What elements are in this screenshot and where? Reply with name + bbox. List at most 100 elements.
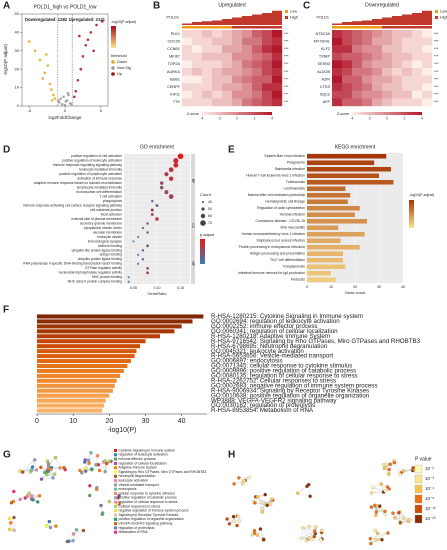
node (308, 494, 312, 498)
node (83, 460, 87, 464)
heat-cell (382, 83, 393, 91)
bar (37, 383, 115, 388)
point (60, 102, 64, 106)
x-tick-label: 10 (329, 285, 333, 289)
node (379, 508, 383, 512)
category-label: Yersinia infection (279, 213, 305, 217)
category-label: Toxoplasmosis (283, 265, 306, 269)
node (258, 527, 263, 531)
heat-cell (392, 98, 403, 107)
heat-cell (352, 60, 363, 69)
heat-cell (272, 83, 283, 91)
node (37, 494, 42, 498)
node (387, 467, 391, 472)
x-tick-label: 30 (377, 285, 381, 289)
node (95, 454, 100, 458)
panel-letter: C (303, 1, 310, 12)
node (23, 496, 27, 500)
gene-label: TOP2A (168, 62, 181, 66)
category-label: Coronavirus disease - COVID-19 (255, 219, 305, 223)
heat-cell (422, 45, 433, 53)
heat-cell (362, 60, 373, 69)
legend-title: -log10(P adjust) (409, 193, 434, 197)
heat-cell (212, 83, 223, 91)
term-label: MHC protein binding (92, 275, 122, 279)
heat-cell (262, 37, 273, 46)
bar (307, 244, 360, 250)
group-strip (222, 26, 232, 29)
heat-cell (212, 98, 223, 107)
panel-letter: A (3, 1, 10, 12)
legend-label: Cellular responses to stress (119, 504, 161, 508)
category-label: GO:0006897: endocytosis (211, 358, 283, 365)
legend-swatch (114, 509, 117, 513)
bar (307, 225, 339, 231)
group-label: MF (191, 262, 195, 267)
node (89, 451, 93, 455)
node (104, 461, 109, 466)
x-tick-label: 10 (69, 418, 77, 425)
node (62, 466, 66, 470)
y-tick-label: 40 (15, 29, 20, 34)
category-label: Salmonella infection (275, 167, 305, 171)
significance: *** (434, 85, 439, 89)
dot (159, 181, 164, 185)
heat-cell (242, 60, 253, 69)
category-label: R-HSA-5653656: Vesicle-mediated transpor… (211, 353, 333, 360)
node (94, 463, 98, 467)
point (27, 40, 31, 43)
node (382, 466, 387, 471)
heat-cell (262, 90, 273, 99)
x-tick-label: 0 (35, 418, 39, 425)
heat-cell (232, 37, 243, 46)
category-label: GO:0009896: positive regulation of catab… (211, 368, 356, 375)
expression-bar (422, 10, 432, 25)
significance: *** (434, 62, 439, 66)
gene-label: BUB1 (170, 77, 180, 81)
category-label: R-HSA-6798695: Neutrophil degranulation (211, 343, 328, 350)
category-label: Protein processing in endoplasmic reticu… (239, 245, 306, 249)
category-label: GO:0010638: positive regulation of organ… (211, 392, 370, 399)
heat-cell (412, 83, 423, 91)
legend-title: P value (415, 456, 432, 462)
node (25, 494, 30, 498)
heat-cell (182, 52, 193, 61)
significance: *** (284, 47, 289, 51)
legend-swatch (114, 530, 117, 534)
category-label: R-HSA-9716542: Signaling by Rho GTPases,… (211, 338, 421, 345)
significance: *** (434, 39, 439, 43)
bar (307, 218, 367, 224)
x-tick-label: 5 (100, 108, 103, 113)
significance: *** (284, 32, 289, 36)
node (255, 533, 260, 537)
node (374, 513, 378, 518)
category-label: GO:0002683: negative regulation of immun… (211, 382, 377, 389)
legend-label: Signaling by Receptor Tyrosine Kinases (119, 513, 179, 517)
point (53, 97, 57, 100)
heat-cell (362, 75, 373, 84)
edge (297, 493, 311, 497)
legend-swatch (114, 513, 117, 517)
node (253, 501, 257, 505)
heat-cell (252, 90, 263, 99)
node (227, 522, 232, 526)
dot (127, 280, 130, 283)
legend-swatch (114, 487, 117, 491)
category-label: R-HSA-1280215: Cytokine Signaling in Imm… (211, 313, 363, 320)
group-label: BP (191, 179, 195, 183)
heat-cell (192, 68, 203, 76)
gene-label: SESN3 (318, 62, 330, 66)
legend-swatch (114, 470, 117, 474)
legend-label: regulation of cellular response to stres… (119, 500, 178, 504)
node (74, 528, 79, 532)
heat-cell (342, 30, 353, 38)
group-strip (392, 26, 402, 29)
gene-label: TXNIP (319, 55, 331, 59)
bar (37, 368, 124, 373)
chart-title: KEGG enrichment (335, 144, 376, 150)
heat-cell (252, 45, 263, 53)
category-label: R-HSA-8953854: Metabolism of RNA (211, 407, 314, 414)
term-label: leukocyte mediated immunity (79, 168, 122, 172)
y-tick-label: 10 (15, 85, 20, 90)
edge (301, 526, 316, 539)
